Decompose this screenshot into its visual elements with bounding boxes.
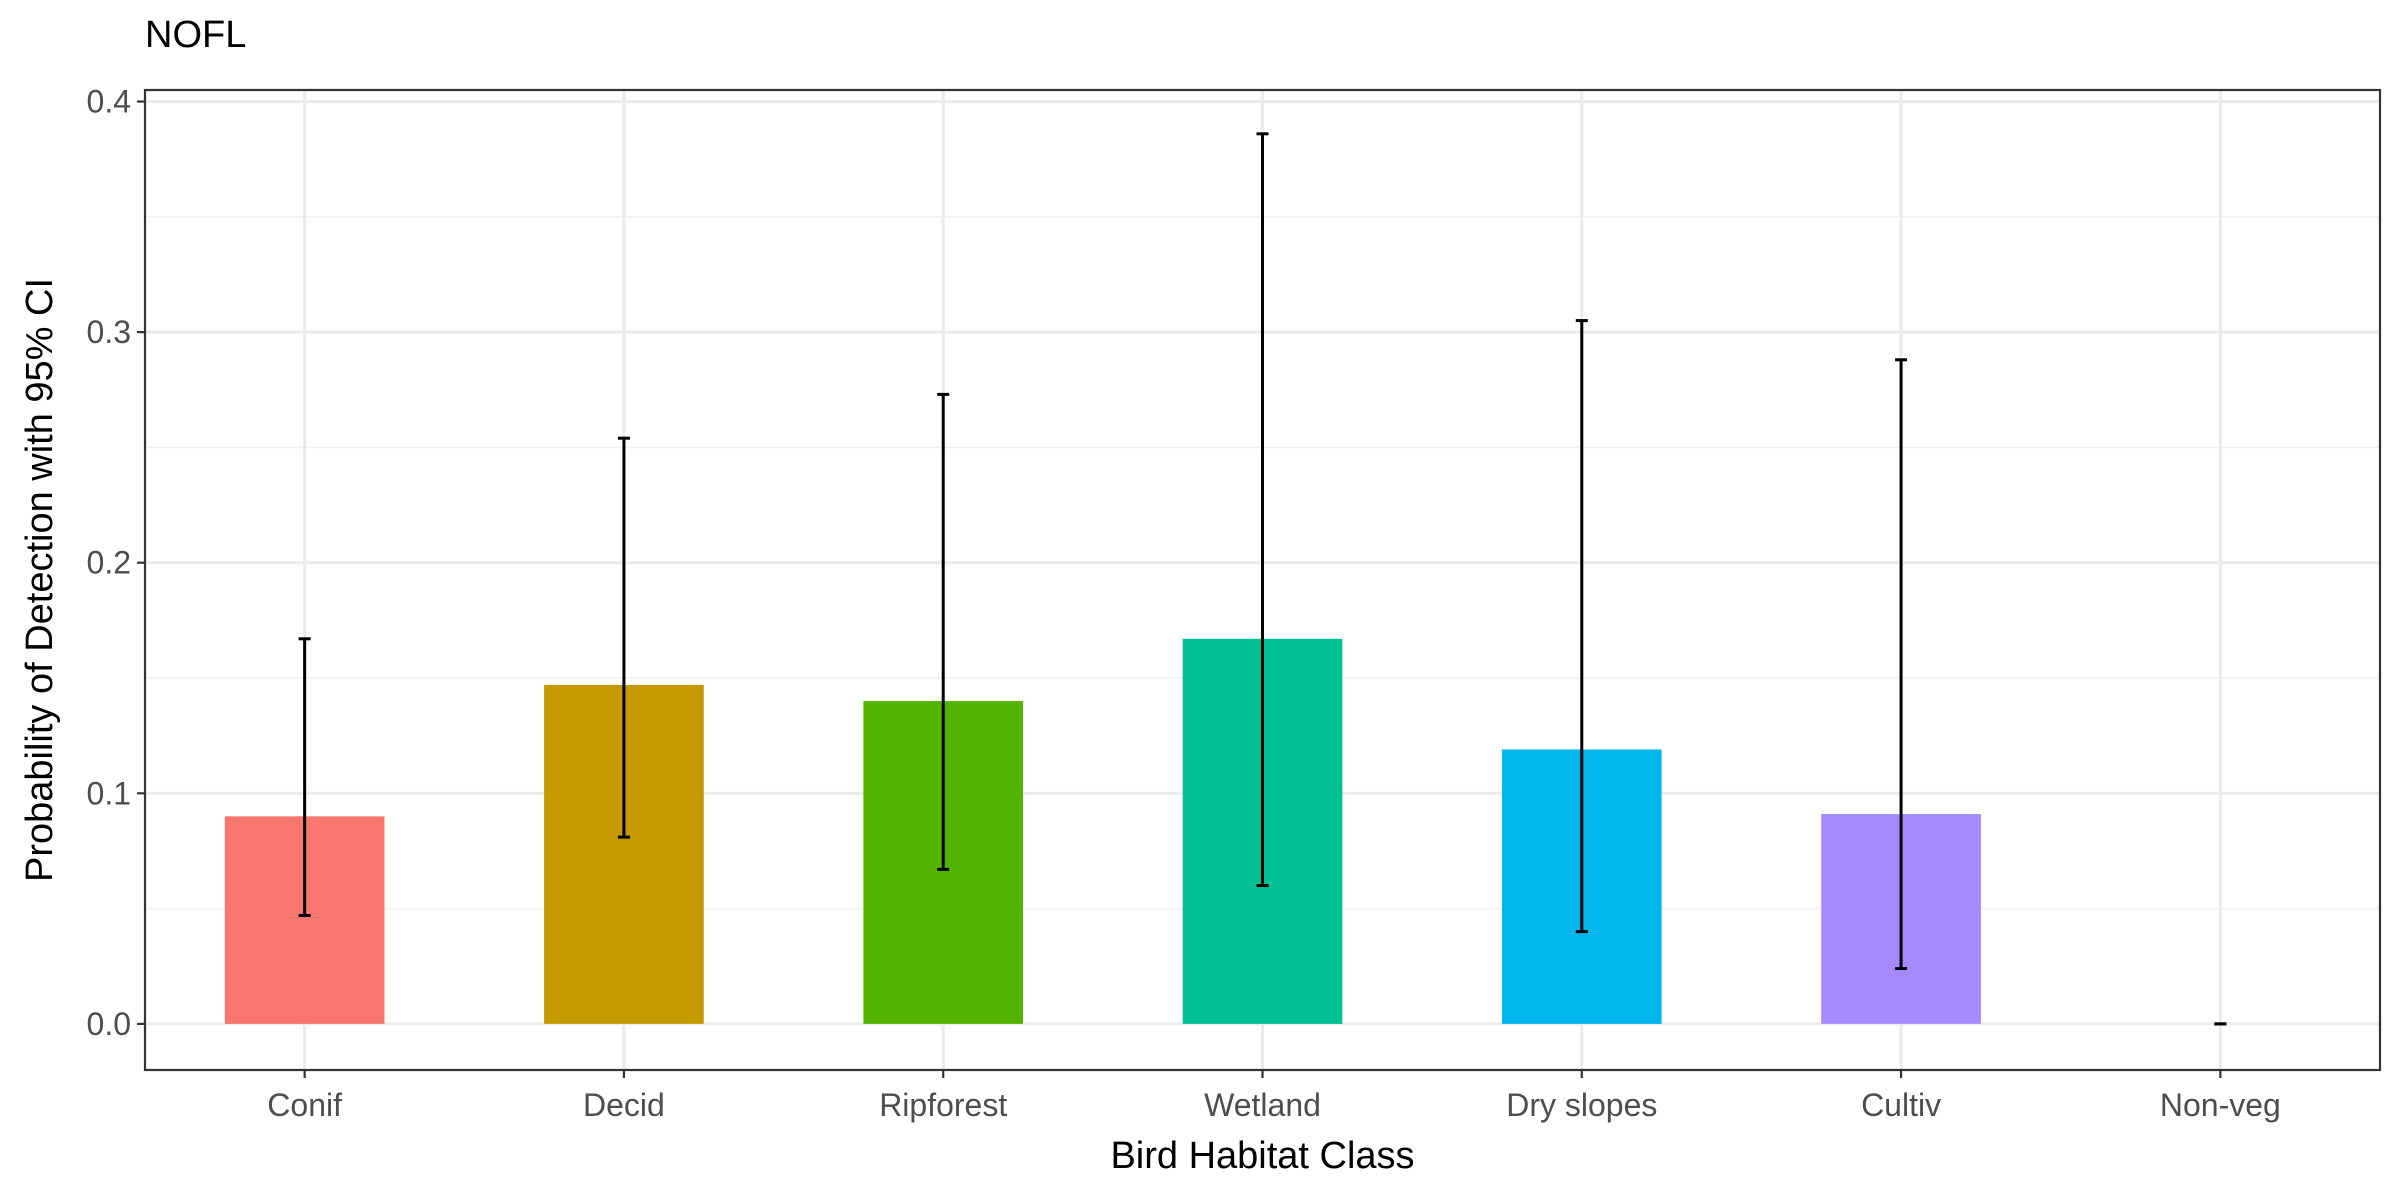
x-tick-label: Non-veg — [2160, 1087, 2281, 1123]
x-tick-label: Decid — [583, 1087, 665, 1123]
axes-layer: 0.0 0.1 0.2 0.3 0.4 Conif Decid Ripforest Wetlan… — [87, 84, 2281, 1123]
x-tick-label: Ripforest — [879, 1087, 1007, 1123]
chart-title: NOFL — [145, 14, 247, 56]
x-tick-label: Conif — [267, 1087, 342, 1123]
y-axis-title: Probability of Detection with 95% CI — [19, 278, 61, 882]
y-tick-label: 0.2 — [87, 545, 131, 581]
y-tick-label: 0.3 — [87, 314, 131, 350]
x-tick-label: Cultiv — [1861, 1087, 1941, 1123]
x-tick-label: Wetland — [1204, 1087, 1321, 1123]
errorbars-layer — [298, 132, 2227, 1026]
y-tick-label: 0.4 — [87, 84, 131, 120]
x-axis-title: Bird Habitat Class — [1110, 1135, 1414, 1177]
y-tick-label: 0.1 — [87, 775, 131, 811]
bars-layer — [224, 638, 1981, 1024]
x-tick-label: Dry slopes — [1506, 1087, 1657, 1123]
y-tick-label: 0.0 — [87, 1006, 131, 1042]
